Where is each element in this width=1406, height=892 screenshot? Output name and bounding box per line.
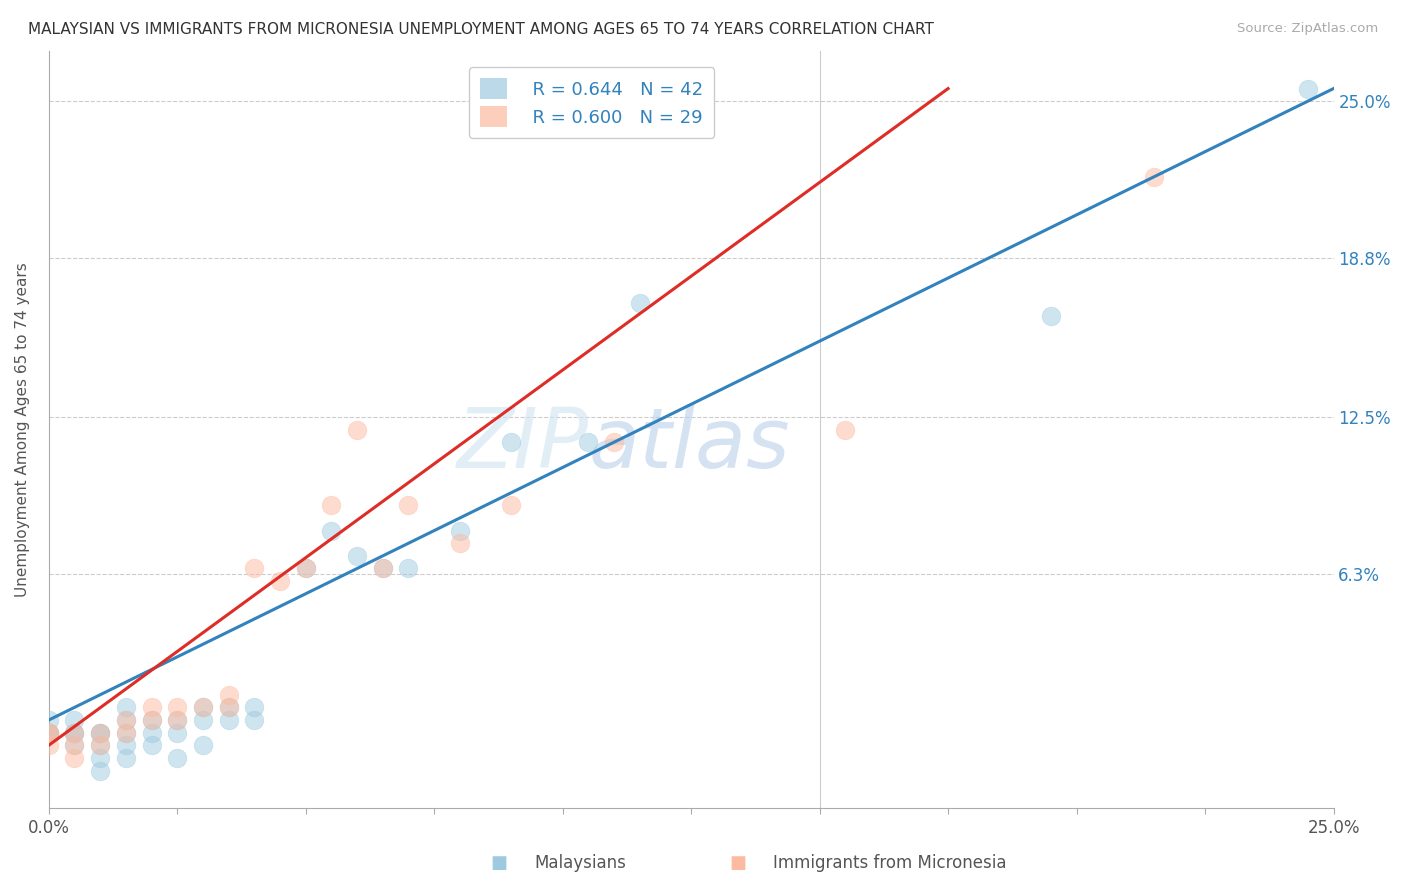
Point xyxy=(576,435,599,450)
Point xyxy=(398,561,420,575)
Point xyxy=(114,700,136,714)
Point xyxy=(243,561,266,575)
Point xyxy=(501,435,523,450)
Text: ■: ■ xyxy=(730,855,747,872)
Point xyxy=(166,700,188,714)
Point xyxy=(114,725,136,739)
Text: atlas: atlas xyxy=(588,404,790,485)
Point xyxy=(141,725,163,739)
Point xyxy=(191,700,214,714)
Point xyxy=(371,561,394,575)
Point xyxy=(114,739,136,753)
Text: Malaysians: Malaysians xyxy=(534,855,626,872)
Point xyxy=(166,713,188,727)
Point xyxy=(834,423,856,437)
Point xyxy=(114,725,136,739)
Point xyxy=(166,751,188,765)
Point xyxy=(141,713,163,727)
Point xyxy=(89,751,111,765)
Point xyxy=(38,725,60,739)
Point xyxy=(63,725,86,739)
Y-axis label: Unemployment Among Ages 65 to 74 years: Unemployment Among Ages 65 to 74 years xyxy=(15,262,30,597)
Legend:   R = 0.644   N = 42,   R = 0.600   N = 29: R = 0.644 N = 42, R = 0.600 N = 29 xyxy=(470,67,714,138)
Point xyxy=(218,700,240,714)
Point xyxy=(63,725,86,739)
Point xyxy=(218,688,240,702)
Point xyxy=(321,524,343,538)
Point xyxy=(89,725,111,739)
Point xyxy=(114,713,136,727)
Point xyxy=(63,713,86,727)
Point xyxy=(321,499,343,513)
Point xyxy=(603,435,626,450)
Point xyxy=(38,713,60,727)
Text: ■: ■ xyxy=(491,855,508,872)
Point xyxy=(63,725,86,739)
Point xyxy=(38,725,60,739)
Text: Source: ZipAtlas.com: Source: ZipAtlas.com xyxy=(1237,22,1378,36)
Point xyxy=(191,700,214,714)
Point xyxy=(449,536,471,550)
Point xyxy=(371,561,394,575)
Point xyxy=(89,739,111,753)
Point xyxy=(191,739,214,753)
Point xyxy=(1143,169,1166,184)
Point xyxy=(501,499,523,513)
Point xyxy=(63,739,86,753)
Point xyxy=(294,561,316,575)
Point xyxy=(141,713,163,727)
Point xyxy=(449,524,471,538)
Point xyxy=(628,296,651,310)
Text: Immigrants from Micronesia: Immigrants from Micronesia xyxy=(773,855,1007,872)
Point xyxy=(141,739,163,753)
Point xyxy=(218,713,240,727)
Point xyxy=(269,574,291,588)
Point xyxy=(89,764,111,778)
Point xyxy=(243,700,266,714)
Point xyxy=(1039,309,1062,323)
Point xyxy=(63,751,86,765)
Point xyxy=(114,713,136,727)
Point xyxy=(38,725,60,739)
Point xyxy=(166,713,188,727)
Point xyxy=(243,713,266,727)
Point xyxy=(191,713,214,727)
Point xyxy=(89,739,111,753)
Point xyxy=(166,725,188,739)
Point xyxy=(38,725,60,739)
Text: ZIP: ZIP xyxy=(457,404,588,485)
Point xyxy=(114,751,136,765)
Point xyxy=(218,700,240,714)
Point xyxy=(346,549,368,563)
Text: MALAYSIAN VS IMMIGRANTS FROM MICRONESIA UNEMPLOYMENT AMONG AGES 65 TO 74 YEARS C: MALAYSIAN VS IMMIGRANTS FROM MICRONESIA … xyxy=(28,22,934,37)
Point xyxy=(38,725,60,739)
Point xyxy=(398,499,420,513)
Point xyxy=(89,725,111,739)
Point xyxy=(1296,81,1319,95)
Point xyxy=(89,725,111,739)
Point xyxy=(294,561,316,575)
Point xyxy=(63,739,86,753)
Point xyxy=(38,739,60,753)
Point xyxy=(141,700,163,714)
Point xyxy=(346,423,368,437)
